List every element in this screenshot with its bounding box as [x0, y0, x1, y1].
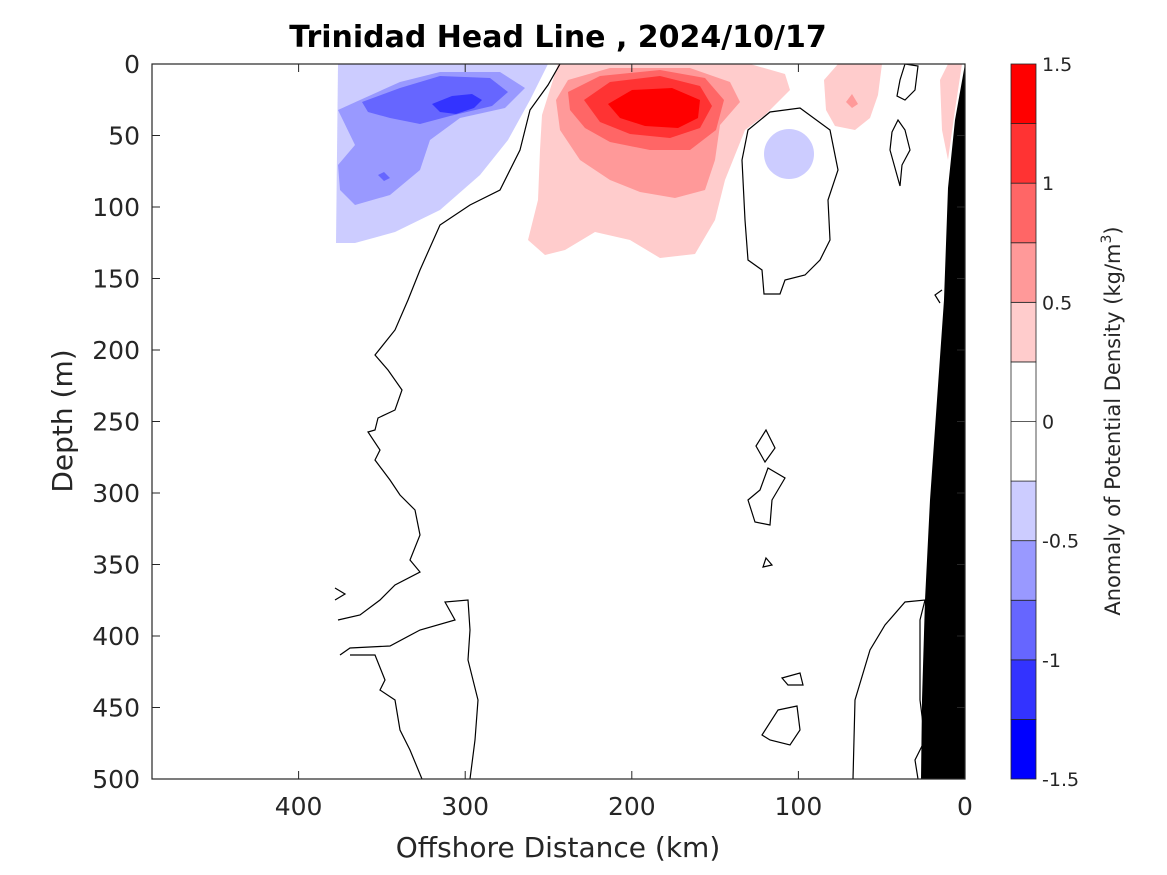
- y-tick-label: 200: [92, 336, 140, 365]
- zero-contours: [334, 64, 943, 779]
- colorbar-tick-labels: 1.5 1 0.5 0 -0.5 -1 -1.5: [1042, 54, 1079, 791]
- colorbar-band: [1010, 301, 1037, 363]
- colorbar-tick-label: 0: [1042, 412, 1054, 434]
- y-tick-label: 450: [92, 694, 140, 723]
- x-tick-labels: 400 300 200 100 0: [275, 792, 973, 821]
- negative-anomaly-small-eddy: [764, 129, 814, 179]
- colorbar-label-superscript: 3: [1099, 235, 1115, 244]
- negative-anomaly-level-3b: [378, 172, 390, 181]
- zero-contour-eddy: [741, 107, 839, 295]
- zero-contour-lower-left: [334, 587, 347, 601]
- plot-area: [151, 63, 966, 780]
- zero-contour-shelf-b: [889, 118, 911, 187]
- x-tick-label: 300: [441, 792, 489, 821]
- colorbar-label: Anomaly of Potential Density (kg/m3): [1099, 226, 1125, 615]
- negative-anomaly-level-3: [362, 76, 508, 124]
- y-tick-labels: 0 50 100 150 200 250 300 350 400 450 500: [92, 50, 140, 794]
- colorbar-label-suffix: ): [1101, 226, 1125, 234]
- y-tick-label: 50: [108, 122, 140, 151]
- chart-title: Trinidad Head Line , 2024/10/17: [289, 20, 826, 55]
- zero-contour-shelf-a: [896, 64, 919, 101]
- colorbar-band: [1010, 719, 1037, 780]
- y-tick-label: 250: [92, 408, 140, 437]
- zero-contour-patch-a: [755, 428, 776, 464]
- y-tick-label: 300: [92, 479, 140, 508]
- colorbar-tick-label: 0.5: [1042, 292, 1072, 314]
- zero-contour-slope: [934, 289, 943, 304]
- x-tick-label: 100: [775, 792, 823, 821]
- colorbar-band: [1010, 123, 1037, 184]
- colorbar-tick-label: -1.5: [1042, 769, 1079, 791]
- x-tick-label: 200: [608, 792, 656, 821]
- colorbar-band: [1010, 599, 1037, 661]
- colorbar-band: [1010, 182, 1037, 244]
- zero-contour-patch-b: [747, 467, 786, 526]
- zero-contour-patch-e: [761, 705, 801, 746]
- colorbar-band: [1010, 540, 1037, 601]
- zero-contour-main: [337, 64, 561, 621]
- colorbar: [1010, 63, 1037, 780]
- y-axis-label: Depth (m): [46, 349, 79, 492]
- zero-contour-lower-a: [339, 599, 479, 779]
- x-axis-label: Offshore Distance (km): [396, 831, 721, 864]
- zero-contour-patch-c: [762, 556, 774, 568]
- positive-anomaly-nearshore: [940, 64, 962, 160]
- y-tick-label: 100: [92, 193, 140, 222]
- positive-anomaly-level-5: [608, 88, 700, 128]
- colorbar-band: [1010, 242, 1037, 303]
- negative-anomaly-level-4: [432, 94, 482, 114]
- zero-contour-lower-b: [350, 654, 423, 779]
- plot-frame: [151, 63, 966, 780]
- zero-contour-patch-d: [780, 672, 804, 686]
- y-tick-label: 0: [124, 50, 140, 79]
- colorbar-tick-label: 1: [1042, 173, 1054, 195]
- colorbar-tick-label: 1.5: [1042, 54, 1072, 76]
- colorbar-tick-label: -0.5: [1042, 531, 1079, 553]
- colorbar-tick-label: -1: [1042, 650, 1061, 672]
- seafloor: [921, 64, 965, 779]
- y-tick-label: 400: [92, 622, 140, 651]
- positive-anomaly-shelf-core: [846, 94, 858, 108]
- y-tick-label: 500: [92, 765, 140, 794]
- colorbar-band: [1010, 63, 1037, 124]
- x-tick-label: 0: [957, 792, 973, 821]
- x-tick-label: 400: [275, 792, 323, 821]
- colorbar-band: [1010, 480, 1037, 542]
- y-tick-label: 350: [92, 551, 140, 580]
- colorbar-band: [1010, 659, 1037, 720]
- y-tick-label: 150: [92, 265, 140, 294]
